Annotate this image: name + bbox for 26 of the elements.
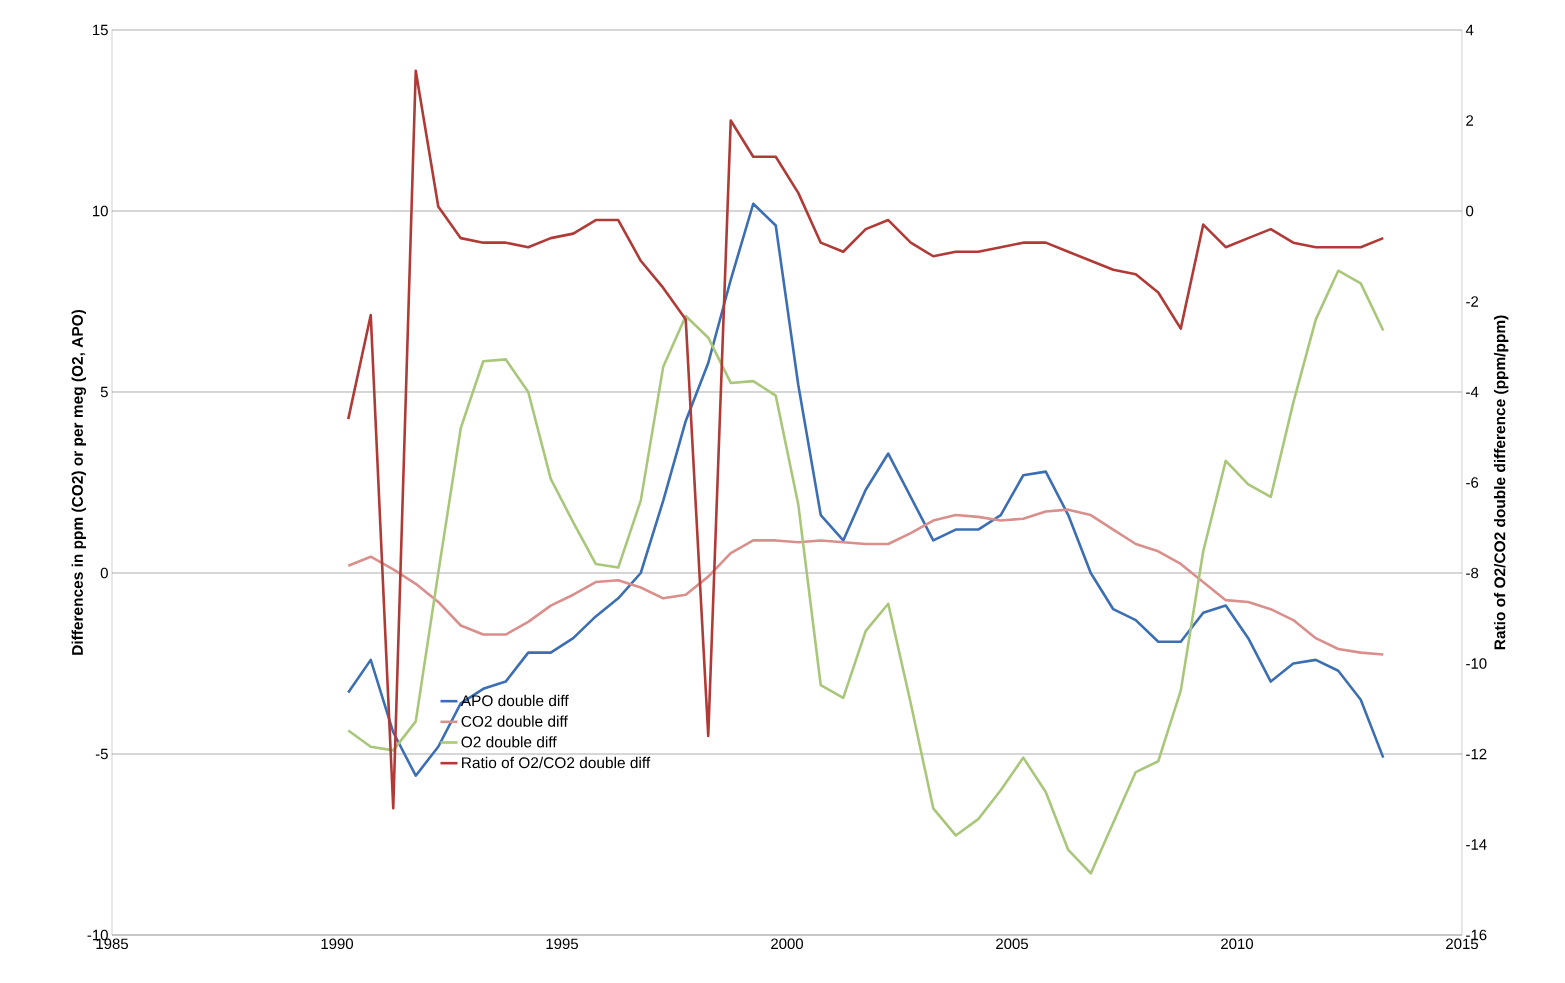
y2-tick-label: 0 [1466, 205, 1474, 217]
y-tick-label: 15 [93, 24, 108, 36]
y-axis-title: Differences in ppm (CO2) or per meg (O2, APO) [71, 309, 87, 655]
y2-tick-label: 2 [1466, 115, 1474, 126]
legend-label: CO2 double diff [461, 715, 568, 727]
y2-tick-label: -6 [1466, 477, 1479, 488]
x-tick-label: 2010 [1221, 938, 1254, 950]
x-tick-label: 2005 [996, 938, 1028, 950]
y2-tick-label: -12 [1466, 748, 1487, 760]
legend-label: O2 double diff [461, 736, 557, 748]
y2-axis-title: Ratio of O2/CO2 double difference (ppm/ppm) [1493, 315, 1509, 650]
line-series [346, 269, 1385, 875]
y2-tick-label: -4 [1466, 386, 1479, 398]
y2-tick-label: -14 [1466, 839, 1487, 850]
y2-tick-label: 4 [1465, 24, 1474, 36]
x-tick-label: 2000 [771, 938, 804, 950]
x-tick-label: 1990 [321, 938, 354, 950]
y-tick-label: 0 [100, 567, 108, 579]
legend-label: Ratio of O2/CO2 double diff [462, 756, 651, 769]
y2-tick-label: -8 [1466, 567, 1479, 579]
y2-tick-label: -10 [1466, 658, 1487, 669]
y-tick-label: 5 [100, 386, 108, 398]
y-tick-label: 10 [93, 205, 108, 217]
y2-tick-label: -2 [1466, 296, 1479, 307]
x-tick-label: 1995 [546, 938, 578, 950]
y-tick-label: -5 [95, 748, 108, 760]
